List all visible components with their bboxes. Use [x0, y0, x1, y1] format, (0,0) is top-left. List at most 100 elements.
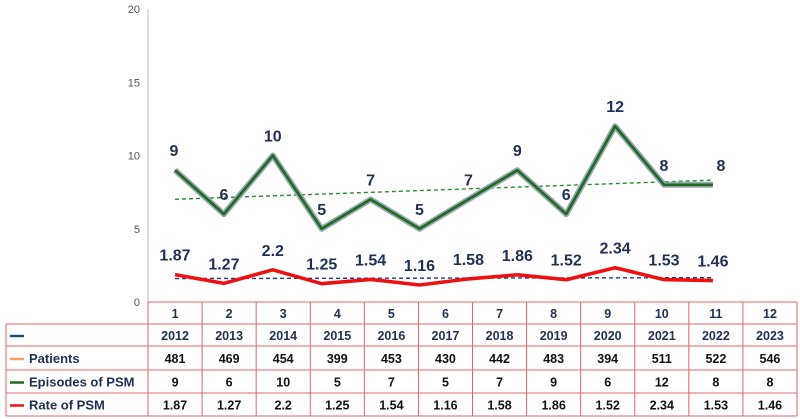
table-cell: 5	[334, 376, 341, 390]
x-category-label: 10	[655, 307, 669, 321]
table-cell: 2015	[323, 329, 351, 343]
table-cell: 6	[604, 376, 611, 390]
table-cell: 6	[226, 376, 233, 390]
table-cell: 394	[597, 352, 618, 366]
table-cell: 511	[652, 352, 672, 366]
y-tick-label: 15	[128, 77, 140, 89]
x-category-label: 12	[763, 307, 777, 321]
table-cell: 483	[543, 352, 564, 366]
series-line-rate-of-psm	[174, 265, 713, 287]
table-cell: 442	[489, 352, 510, 366]
x-category-label: 5	[388, 307, 395, 321]
table-cell: 2021	[648, 329, 676, 343]
table-cell: 522	[705, 352, 726, 366]
table-cell: 1.25	[325, 399, 349, 413]
table-cell: 453	[381, 352, 402, 366]
table-cell: 5	[442, 376, 449, 390]
x-category-label: 3	[280, 307, 287, 321]
table-cell: 2018	[486, 329, 514, 343]
table-cell: 12	[655, 376, 669, 390]
table-cell: 1.86	[541, 399, 565, 413]
table-cell: 2014	[269, 329, 297, 343]
table-cell: 7	[388, 376, 395, 390]
data-label-episodes-of-psm: 12	[606, 99, 624, 116]
table-cell: 454	[273, 352, 294, 366]
table-cell: 1.52	[596, 399, 620, 413]
data-label-rate-of-psm: 2.34	[600, 241, 631, 258]
trendline-episodes-of-psm	[174, 179, 713, 200]
axis-layer: 0 5 10 15 20	[128, 4, 149, 309]
table-cell: 8	[766, 376, 773, 390]
table-cell: 546	[760, 352, 781, 366]
table-cell: 430	[435, 352, 456, 366]
table-cell: 2016	[377, 329, 405, 343]
data-label-rate-of-psm: 1.27	[208, 256, 239, 273]
data-label-episodes-of-psm: 8	[716, 158, 725, 175]
x-category-label: 1	[172, 307, 179, 321]
data-label-rate-of-psm: 1.46	[697, 254, 728, 271]
series-layer	[172, 123, 713, 287]
y-tick-label: 20	[128, 4, 140, 16]
table-cell: 2.2	[275, 399, 292, 413]
table-cell: 2017	[432, 329, 460, 343]
table-cell: 2023	[756, 329, 784, 343]
x-category-label: 4	[334, 307, 341, 321]
data-label-episodes-of-psm: 7	[366, 172, 375, 189]
table-row-label: Patients	[29, 351, 80, 366]
data-label-episodes-of-psm: 6	[562, 187, 571, 204]
table-cell: 2012	[161, 329, 189, 343]
table-cell: 399	[327, 352, 348, 366]
data-label-rate-of-psm: 1.53	[648, 253, 679, 270]
data-label-layer: 9 6 10 5 7 5 7 9 6 12 8 8 1.87 1.27 2.2 1.25 1.54 1.16 1.5…	[159, 99, 728, 275]
table-cell: 1.46	[758, 399, 782, 413]
table-cell: 8	[712, 376, 719, 390]
table-cell: 2022	[702, 329, 730, 343]
y-tick-label: 10	[128, 151, 140, 163]
x-category-label: 2	[226, 307, 233, 321]
data-label-rate-of-psm: 1.87	[159, 248, 190, 265]
data-label-rate-of-psm: 1.16	[404, 258, 435, 275]
table-cell: 1.27	[217, 399, 241, 413]
data-label-episodes-of-psm: 9	[170, 143, 179, 160]
table-cell: 2.34	[650, 399, 674, 413]
table-cell: 1.16	[433, 399, 457, 413]
x-category-label: 7	[496, 307, 503, 321]
data-label-episodes-of-psm: 9	[513, 143, 522, 160]
x-category-label: 6	[442, 307, 449, 321]
table-row-label: Episodes of PSM	[29, 375, 134, 390]
table-cell: 2013	[215, 329, 243, 343]
table-cell: 469	[219, 352, 240, 366]
table-cell: 1.87	[163, 399, 187, 413]
data-label-rate-of-psm: 1.86	[502, 248, 533, 265]
y-tick-label: 0	[134, 297, 140, 309]
data-label-episodes-of-psm: 5	[415, 202, 424, 219]
data-label-rate-of-psm: 1.58	[453, 252, 484, 269]
table-row-label: Rate of PSM	[29, 398, 105, 413]
data-label-episodes-of-psm: 10	[264, 129, 282, 146]
series-line-episodes-of-psm	[174, 124, 713, 231]
data-label-episodes-of-psm: 7	[464, 172, 473, 189]
table-cell: 9	[550, 376, 557, 390]
table-cell: 481	[165, 352, 186, 366]
y-tick-label: 5	[134, 224, 140, 236]
table-cell: 2020	[594, 329, 622, 343]
trendline-layer	[174, 179, 713, 280]
data-label-episodes-of-psm: 6	[219, 187, 228, 204]
table-cell: 10	[276, 376, 290, 390]
x-category-label: 9	[604, 307, 611, 321]
table-cell: 1.58	[487, 399, 511, 413]
table-cell: 7	[496, 376, 503, 390]
data-label-rate-of-psm: 2.2	[262, 243, 284, 260]
table-cell: 1.54	[379, 399, 403, 413]
data-label-rate-of-psm: 1.25	[306, 257, 337, 274]
x-category-label: 8	[550, 307, 557, 321]
data-label-rate-of-psm: 1.52	[551, 253, 582, 270]
data-label-rate-of-psm: 1.54	[355, 252, 386, 269]
table-cell: 9	[172, 376, 179, 390]
data-label-episodes-of-psm: 5	[317, 202, 326, 219]
trendline-rate-of-psm	[174, 276, 713, 280]
x-category-label: 11	[709, 307, 722, 321]
data-label-episodes-of-psm: 8	[660, 158, 669, 175]
